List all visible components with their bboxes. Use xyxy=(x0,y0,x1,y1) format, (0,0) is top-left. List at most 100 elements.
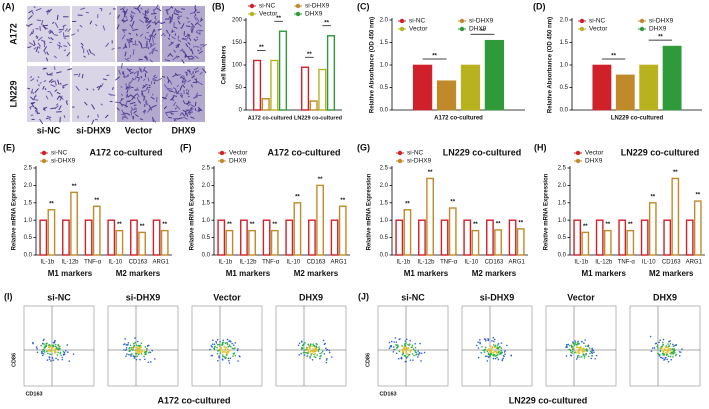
cell-stain xyxy=(136,4,141,10)
cell-stain xyxy=(176,9,183,14)
cell-stain xyxy=(153,81,156,85)
event-dot xyxy=(656,345,659,348)
cell-stain xyxy=(37,42,41,47)
significance: ** xyxy=(673,170,678,176)
event-dot xyxy=(500,342,503,344)
cell-stain xyxy=(108,12,112,15)
cell-stain xyxy=(136,92,140,98)
chart-title: LN229 co-cultured xyxy=(621,147,700,157)
group-label: M2 markers xyxy=(472,269,517,278)
cell-stain xyxy=(156,77,163,82)
cell-stain xyxy=(140,42,143,48)
cell-stain xyxy=(190,22,194,27)
legend-swatch xyxy=(295,3,301,9)
y-tick-label: 1.5 xyxy=(24,200,33,206)
cell-stain xyxy=(168,41,174,47)
event-dot xyxy=(590,351,593,354)
event-dot xyxy=(125,348,128,351)
event-dot xyxy=(314,356,317,359)
cell-stain xyxy=(48,117,51,121)
significance: ** xyxy=(94,198,99,204)
cell-stain xyxy=(172,87,177,90)
event-dot xyxy=(576,356,579,359)
event-dot xyxy=(307,344,310,346)
event-dot xyxy=(47,352,49,355)
cell-stain xyxy=(62,85,64,88)
event-dot xyxy=(567,343,570,346)
event-dot xyxy=(318,348,321,350)
event-dot xyxy=(138,345,140,347)
significance: ** xyxy=(340,198,345,204)
bar xyxy=(293,202,302,256)
event-dot xyxy=(40,350,43,353)
cell-stain xyxy=(29,30,33,37)
event-dot xyxy=(309,355,311,358)
cell-stain xyxy=(165,29,169,34)
event-dot xyxy=(234,347,236,349)
cell-stain xyxy=(166,76,170,82)
cell-stain xyxy=(128,32,132,35)
event-dot xyxy=(57,358,59,361)
event-dot xyxy=(392,346,395,348)
y-tick-label: 0.5 xyxy=(380,85,389,91)
bar xyxy=(84,219,93,256)
cell-stain xyxy=(71,33,76,36)
event-dot xyxy=(146,348,148,350)
event-dot xyxy=(43,338,45,341)
event-dot xyxy=(497,346,500,349)
event-dot xyxy=(594,357,596,360)
event-dot xyxy=(227,350,229,353)
event-dot xyxy=(490,351,493,354)
cell-stain xyxy=(196,17,200,23)
event-dot xyxy=(417,350,419,352)
cell-stain xyxy=(33,95,36,100)
event-dot xyxy=(233,353,235,355)
cell-stain xyxy=(194,101,197,107)
y-tick-label: 1.0 xyxy=(380,218,389,224)
event-dot xyxy=(669,355,672,358)
cell-stain xyxy=(100,103,103,106)
event-dot xyxy=(490,353,493,355)
cell-stain xyxy=(174,33,177,36)
cell-stain xyxy=(186,114,189,118)
panel-label: (G) xyxy=(357,142,370,152)
event-dot xyxy=(140,353,143,355)
event-dot xyxy=(679,351,682,353)
event-dot xyxy=(311,352,313,355)
cell-stain xyxy=(120,7,124,11)
event-dot xyxy=(151,349,154,352)
panel-label: (A) xyxy=(2,1,15,11)
event-dot xyxy=(308,351,310,353)
event-dot xyxy=(222,339,225,342)
cell-stain xyxy=(123,112,127,115)
bar xyxy=(70,191,78,256)
x-tick-label: IL-10 xyxy=(286,260,300,266)
event-dot xyxy=(672,345,675,348)
cell-stain xyxy=(135,76,140,79)
bar xyxy=(252,59,262,111)
cell-stain xyxy=(40,19,44,26)
cell-stain xyxy=(164,59,170,62)
y-axis-label: CD86 xyxy=(365,353,371,367)
cell-stain xyxy=(81,74,84,79)
y-tick-label: 2.0 xyxy=(202,183,211,189)
event-dot xyxy=(42,353,45,355)
cell-stain xyxy=(200,47,202,51)
cell-stain xyxy=(181,59,185,64)
event-dot xyxy=(587,355,590,358)
y-tick-label: 0.5 xyxy=(380,235,389,241)
event-dot xyxy=(487,338,490,341)
event-dot xyxy=(494,355,497,357)
event-dot xyxy=(49,353,51,356)
event-dot xyxy=(405,338,408,341)
event-dot xyxy=(670,358,673,361)
event-dot xyxy=(211,343,214,345)
event-dot xyxy=(571,352,573,354)
cell-stain xyxy=(164,111,169,117)
event-dot xyxy=(226,343,229,346)
event-dot xyxy=(500,351,502,354)
cell-stain xyxy=(167,52,172,57)
event-dot xyxy=(658,341,660,344)
event-dot xyxy=(492,357,495,360)
cell-stain xyxy=(57,79,60,85)
